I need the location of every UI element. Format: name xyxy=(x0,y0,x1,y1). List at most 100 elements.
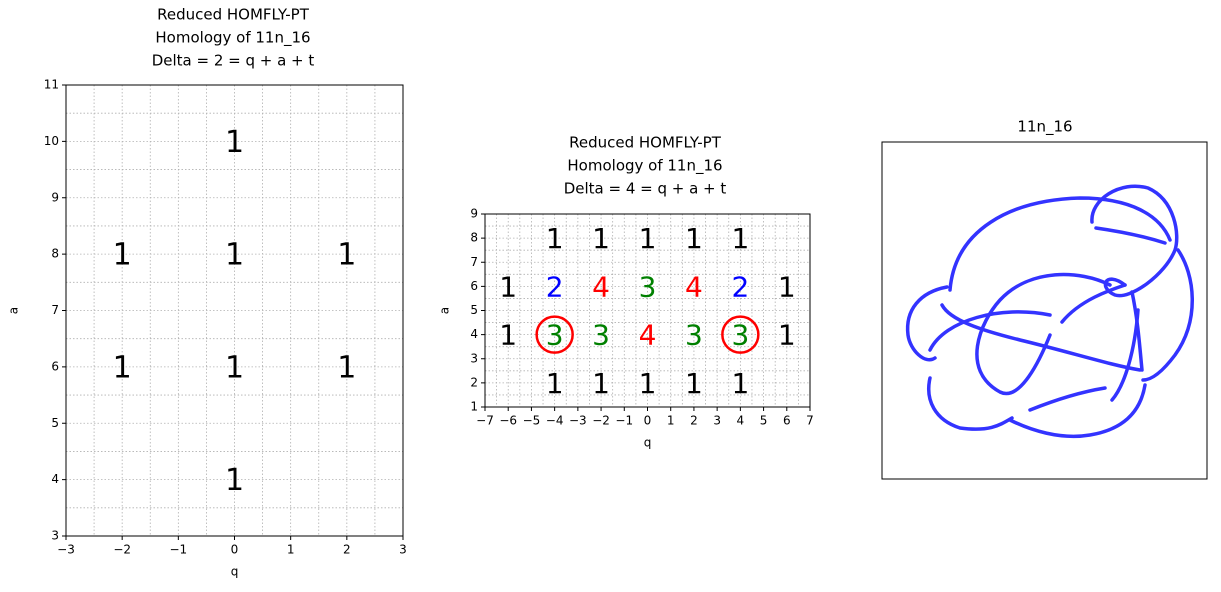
knot-strand xyxy=(927,376,1014,431)
y-tick-label: 3 xyxy=(470,351,478,365)
knot-strand xyxy=(1060,283,1127,324)
rank-label: 1 xyxy=(592,367,610,400)
y-tick-label: 5 xyxy=(51,416,59,430)
x-tick-label: 1 xyxy=(287,543,295,557)
rank-label: 4 xyxy=(685,270,703,303)
rank-label: 1 xyxy=(639,222,657,255)
x-tick-label: 5 xyxy=(760,414,768,428)
knot-strand xyxy=(975,272,1112,396)
x-tick-label: −4 xyxy=(546,414,564,428)
rank-label: 1 xyxy=(778,270,796,303)
x-tick-label: 6 xyxy=(783,414,791,428)
chart-title: Delta = 2 = q + a + t xyxy=(152,52,315,70)
rank-label: 3 xyxy=(592,319,610,352)
y-tick-label: 5 xyxy=(470,303,478,317)
y-tick-label: 4 xyxy=(470,327,478,341)
y-tick-label: 1 xyxy=(470,400,478,414)
rank-label: 1 xyxy=(499,319,517,352)
knot-strand xyxy=(1008,383,1147,439)
chart-title: Homology of 11n_16 xyxy=(567,157,722,176)
rank-label: 4 xyxy=(639,319,657,352)
rank-label: 1 xyxy=(225,238,244,273)
y-tick-label: 9 xyxy=(51,190,59,204)
rank-label: 1 xyxy=(113,238,132,273)
y-tick-label: 2 xyxy=(470,375,478,389)
x-tick-label: −6 xyxy=(499,414,517,428)
chart-title: 11n_16 xyxy=(1017,118,1072,137)
x-tick-label: 3 xyxy=(399,543,407,557)
x-tick-label: −3 xyxy=(569,414,587,428)
rank-label: 4 xyxy=(592,270,610,303)
rank-label: 3 xyxy=(731,319,749,352)
x-tick-label: 4 xyxy=(737,414,745,428)
rank-label: 1 xyxy=(685,367,703,400)
rank-label: 1 xyxy=(225,125,244,160)
x-tick-label: 0 xyxy=(644,414,652,428)
rank-label: 1 xyxy=(778,319,796,352)
knot-strand xyxy=(1141,248,1194,382)
y-tick-label: 3 xyxy=(51,529,59,543)
rank-label: 1 xyxy=(546,367,564,400)
x-tick-label: 0 xyxy=(231,543,239,557)
y-tick-label: 6 xyxy=(470,279,478,293)
y-tick-label: 7 xyxy=(51,303,59,317)
y-tick-label: 8 xyxy=(51,247,59,261)
knot-strand xyxy=(1028,386,1107,412)
rank-label: 1 xyxy=(731,222,749,255)
knot-strand xyxy=(948,196,1172,292)
highlight-circle xyxy=(535,315,574,354)
rank-label: 3 xyxy=(546,319,564,352)
rank-label: 2 xyxy=(546,270,564,303)
rank-label: 1 xyxy=(337,350,356,385)
chart-title: Homology of 11n_16 xyxy=(155,29,310,48)
y-axis-label: a xyxy=(438,307,452,314)
x-tick-label: 2 xyxy=(343,543,351,557)
y-tick-label: 11 xyxy=(44,78,59,92)
x-tick-label: −1 xyxy=(169,543,187,557)
x-tick-label: 3 xyxy=(713,414,721,428)
rank-label: 1 xyxy=(113,350,132,385)
highlight-circle xyxy=(721,315,760,354)
rank-label: 1 xyxy=(225,463,244,498)
x-tick-label: −7 xyxy=(476,414,494,428)
chart-title: Delta = 4 = q + a + t xyxy=(564,180,727,198)
rank-label: 3 xyxy=(685,319,703,352)
knot-strand xyxy=(1130,290,1144,372)
x-tick-label: 7 xyxy=(806,414,814,428)
chart-title: Reduced HOMFLY-PT xyxy=(569,134,722,152)
y-tick-label: 8 xyxy=(470,231,478,245)
rank-label: 1 xyxy=(639,367,657,400)
knot-frame xyxy=(881,141,1208,480)
x-tick-label: 2 xyxy=(690,414,698,428)
rank-label: 1 xyxy=(337,238,356,273)
rank-label: 1 xyxy=(546,222,564,255)
knot-strand xyxy=(1110,308,1140,402)
y-tick-label: 6 xyxy=(51,359,59,373)
knot-strand xyxy=(928,310,1052,352)
y-axis-label: a xyxy=(7,307,21,314)
y-tick-label: 7 xyxy=(470,255,478,269)
rank-label: 1 xyxy=(499,270,517,303)
x-axis-label: q xyxy=(231,565,239,579)
x-tick-label: 1 xyxy=(667,414,675,428)
x-axis-label: q xyxy=(644,436,652,450)
rank-label: 3 xyxy=(639,270,657,303)
x-tick-label: −2 xyxy=(592,414,610,428)
rank-label: 1 xyxy=(225,350,244,385)
rank-label: 1 xyxy=(592,222,610,255)
y-tick-label: 10 xyxy=(44,134,59,148)
y-tick-label: 4 xyxy=(51,472,59,486)
knot-strand xyxy=(905,285,949,362)
x-tick-label: −5 xyxy=(523,414,541,428)
knot-strand xyxy=(940,303,1142,372)
knot-strand xyxy=(1094,226,1167,245)
x-tick-label: −2 xyxy=(113,543,131,557)
x-tick-label: −3 xyxy=(57,543,75,557)
rank-label: 1 xyxy=(731,367,749,400)
chart-title: Reduced HOMFLY-PT xyxy=(157,6,310,24)
x-tick-label: −1 xyxy=(615,414,633,428)
y-tick-label: 9 xyxy=(470,207,478,221)
rank-label: 1 xyxy=(685,222,703,255)
